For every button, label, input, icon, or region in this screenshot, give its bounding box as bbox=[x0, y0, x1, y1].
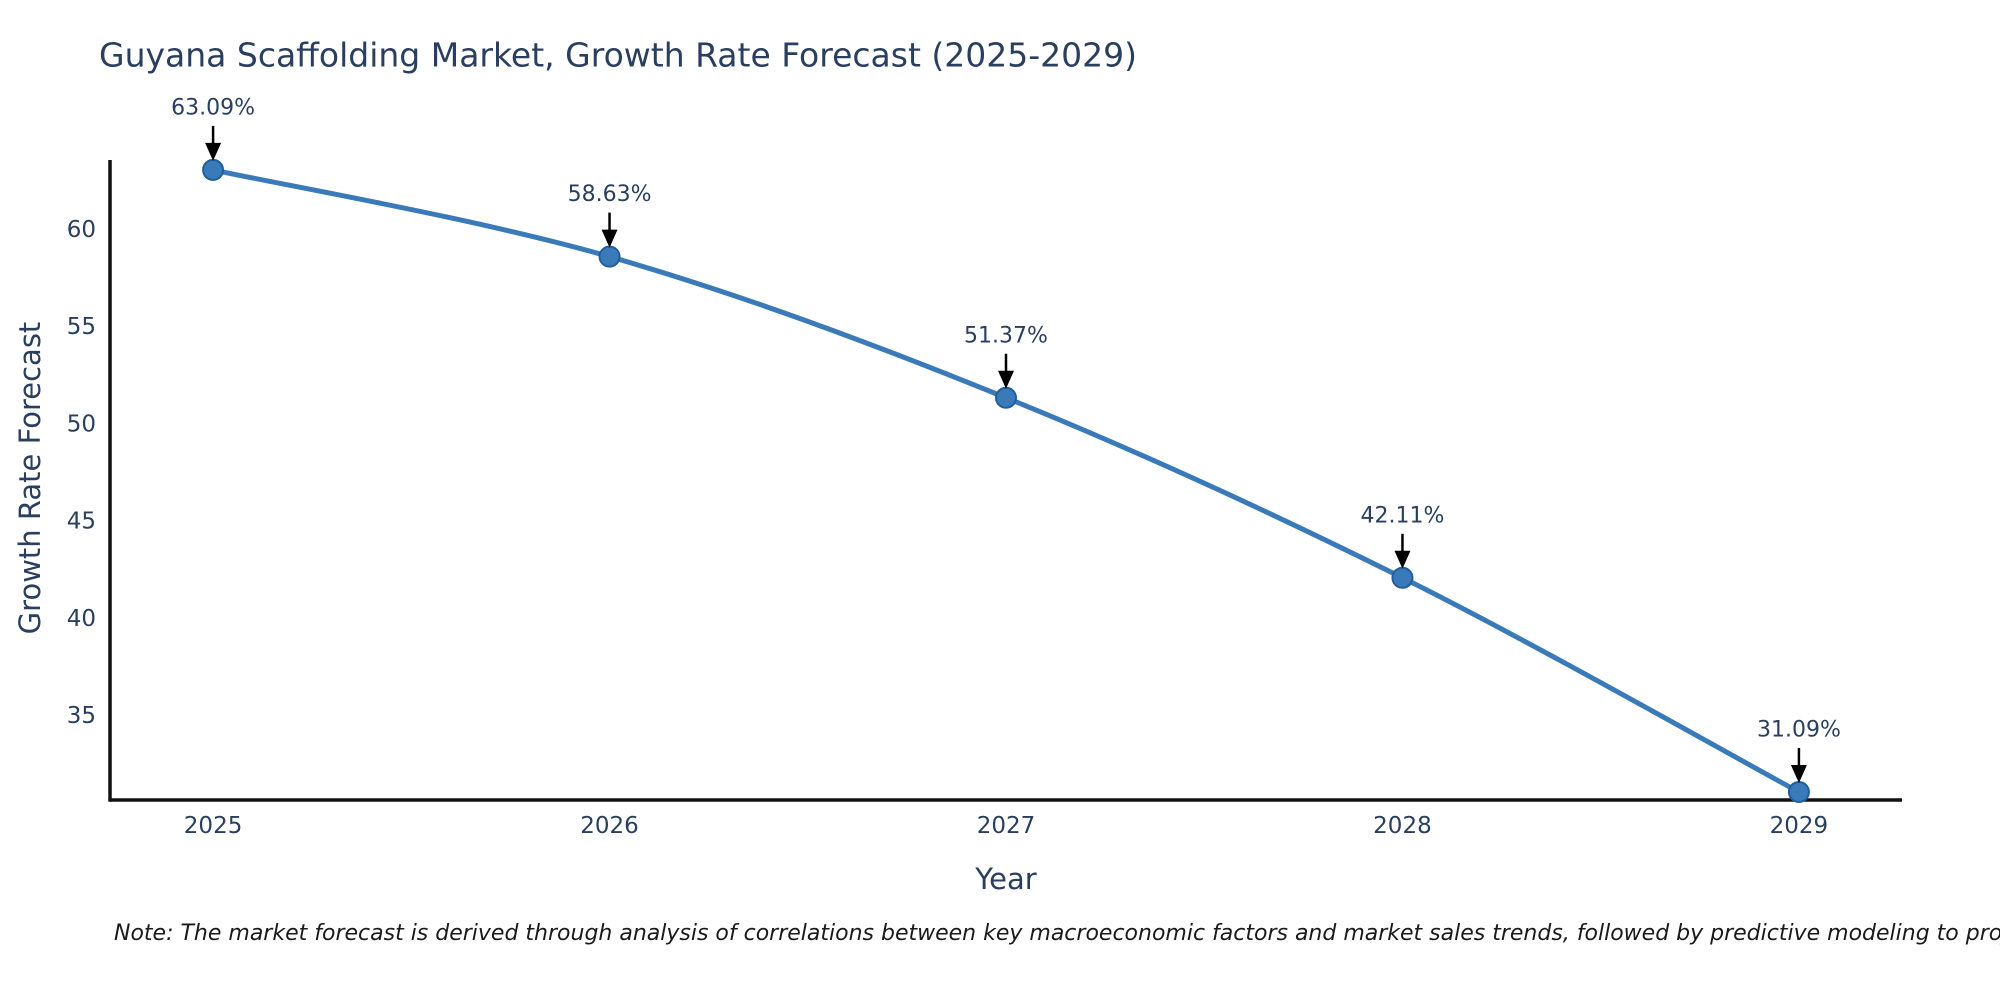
point-value-label: 58.63% bbox=[568, 182, 652, 207]
point-annotations: 63.09% 58.63% 51.37% 42.11% 31.09% bbox=[171, 95, 1841, 784]
point-value-label: 51.37% bbox=[964, 323, 1048, 348]
data-point-marker bbox=[1391, 566, 1414, 589]
point-value-label: 63.09% bbox=[171, 95, 255, 120]
axes bbox=[108, 160, 1902, 802]
data-point-marker bbox=[202, 158, 225, 181]
x-axis-title: Year bbox=[974, 862, 1036, 896]
x-axis-tick-labels: 2025 2026 2027 2028 2029 bbox=[184, 813, 1828, 839]
data-point-marker bbox=[1787, 781, 1810, 804]
annotation-arrowhead-icon bbox=[1790, 765, 1807, 784]
y-tick-label: 35 bbox=[67, 703, 96, 729]
x-tick-label: 2029 bbox=[1770, 813, 1829, 839]
y-axis-tick-labels: 35 40 45 50 55 60 bbox=[67, 217, 96, 729]
x-tick-label: 2028 bbox=[1373, 813, 1432, 839]
y-tick-label: 45 bbox=[67, 509, 96, 535]
y-tick-label: 50 bbox=[67, 411, 96, 437]
point-value-label: 42.11% bbox=[1361, 503, 1445, 528]
x-tick-label: 2027 bbox=[977, 813, 1036, 839]
data-point-marker bbox=[598, 245, 621, 268]
chart-title: Guyana Scaffolding Market, Growth Rate F… bbox=[99, 36, 1137, 75]
x-tick-label: 2026 bbox=[580, 813, 639, 839]
y-axis-title: Growth Rate Forecast bbox=[13, 322, 47, 635]
x-tick-label: 2025 bbox=[184, 813, 243, 839]
y-tick-label: 60 bbox=[67, 217, 96, 243]
trend-line bbox=[210, 167, 1802, 795]
footnote: Note: The market forecast is derived thr… bbox=[114, 921, 2000, 946]
annotation-arrowhead-icon bbox=[1394, 550, 1411, 569]
annotation-arrowhead-icon bbox=[998, 370, 1014, 389]
data-point-marker bbox=[995, 386, 1017, 409]
data-series bbox=[202, 158, 1810, 804]
point-value-label: 31.09% bbox=[1757, 718, 1841, 743]
annotation-arrowhead-icon bbox=[601, 229, 618, 248]
annotation-arrowhead-icon bbox=[205, 142, 222, 161]
y-tick-label: 55 bbox=[67, 314, 96, 340]
y-tick-label: 40 bbox=[67, 606, 96, 632]
